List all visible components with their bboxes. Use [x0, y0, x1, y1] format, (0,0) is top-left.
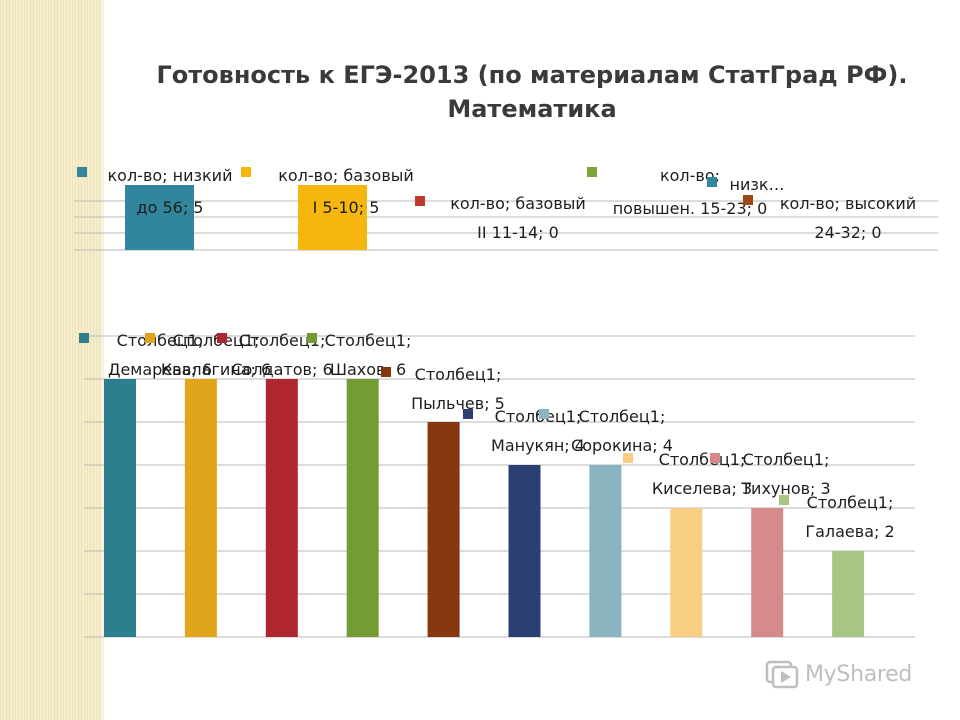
chart1-bar	[298, 185, 367, 250]
chart1-legend-swatch	[587, 167, 597, 177]
watermark: MyShared	[765, 654, 935, 694]
chart2-legend-swatch	[145, 333, 155, 343]
chart2-legend-swatch	[463, 409, 473, 419]
chart2-data-label: Столбец1; Кавлагина; 6	[161, 331, 271, 379]
chart1-data-label: кол-во; базовый II 11-14; 0	[450, 194, 586, 242]
chart2-bar	[104, 379, 136, 637]
chart2-data-label: Столбец1; Киселева; 3	[652, 450, 752, 498]
chart1-legend-swatch	[77, 167, 87, 177]
chart2-data-label: Столбец1; Солдатов; 6	[231, 331, 332, 379]
chart2-legend-swatch	[779, 495, 789, 505]
chart1-bar	[125, 185, 194, 250]
chart2-bar	[751, 508, 784, 637]
chart2-legend-swatch	[539, 409, 549, 419]
chart2-legend-swatch	[623, 453, 633, 463]
chart2-bar	[670, 508, 703, 637]
chart2-data-label: Столбец1; Манукян; 4	[491, 407, 585, 455]
chart2-bar	[184, 379, 217, 637]
chart2-bar	[832, 551, 865, 637]
slide-title: Готовность к ЕГЭ-2013 (по материалам Ста…	[104, 58, 960, 126]
chart1-data-label: кол-во; низкий до 56; 5	[108, 166, 233, 217]
chart2-bar	[589, 465, 622, 637]
chart1-legend-swatch	[241, 167, 251, 177]
chart2-data-label: Столбец1; Демарева; 6	[108, 331, 212, 379]
title-line-2: Математика	[447, 95, 617, 123]
title-line-1: Готовность к ЕГЭ-2013 (по материалам Ста…	[156, 61, 908, 89]
chart2-data-label: Столбец1; Сорокина; 4	[571, 407, 673, 455]
chart2-bar	[508, 465, 541, 637]
watermark-text: MyShared	[805, 661, 913, 687]
myshared-logo-icon	[765, 660, 799, 689]
decorative-stripe	[0, 0, 104, 720]
chart2-bar	[265, 379, 298, 637]
chart2-legend-swatch	[710, 453, 720, 463]
chart1-data-label: низк…	[729, 175, 784, 194]
chart2-legend-swatch	[79, 333, 89, 343]
chart2-legend-swatch	[307, 333, 317, 343]
chart1-data-label: кол-во; базовый I 5-10; 5	[278, 166, 414, 217]
chart1-data-label: кол-во; повышен. 15-23; 0	[613, 166, 768, 218]
chart1-legend-swatch	[415, 196, 425, 206]
chart2-bar	[346, 379, 379, 637]
chart1-legend-swatch	[743, 195, 753, 205]
chart2-legend-swatch	[381, 367, 391, 377]
chart1-data-label: кол-во; высокий 24-32; 0	[780, 194, 916, 242]
chart2-legend-swatch	[217, 333, 227, 343]
chart1-legend-swatch	[707, 177, 717, 187]
chart2-data-label: Столбец1; Пыльчев; 5	[411, 365, 505, 413]
chart2-data-label: Столбец1; Галаева; 2	[805, 493, 894, 541]
chart2-data-label: Столбец1; Шахов; 6	[325, 331, 412, 379]
chart2-data-label: Столбец1; Тихунов; 3	[740, 450, 830, 498]
chart2-bar	[427, 422, 460, 637]
